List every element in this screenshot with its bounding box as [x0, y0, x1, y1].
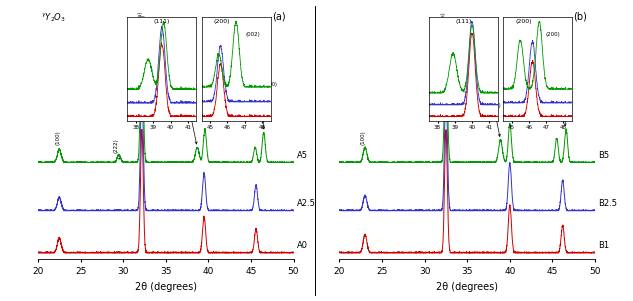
Text: (a): (a) — [272, 11, 286, 22]
Text: A5: A5 — [297, 150, 308, 160]
Text: (222): (222) — [114, 138, 119, 153]
Text: (111): (111) — [182, 108, 197, 144]
Text: (100): (100) — [361, 130, 366, 145]
Text: (200s): (200s) — [558, 82, 573, 126]
Text: $\star$: $\star$ — [116, 153, 122, 162]
Text: B2.5: B2.5 — [598, 199, 617, 208]
Text: (110): (110) — [141, 14, 146, 27]
Text: (200)
(002)/(200): (200) (002)/(200) — [250, 76, 278, 129]
Text: A0: A0 — [297, 241, 308, 250]
X-axis label: 2θ (degrees): 2θ (degrees) — [135, 282, 197, 292]
Text: (b): (b) — [573, 11, 587, 22]
X-axis label: 2θ (degrees): 2θ (degrees) — [436, 282, 498, 292]
Text: (100): (100) — [55, 130, 60, 145]
Text: B5: B5 — [598, 150, 610, 160]
Text: A2.5: A2.5 — [297, 199, 316, 208]
Text: (110s): (110s) — [441, 11, 446, 27]
Text: (101a): (101a) — [137, 11, 142, 27]
Text: B1: B1 — [598, 241, 610, 250]
Text: (111): (111) — [486, 103, 501, 136]
Text: $^{\gamma}$Y$_2$O$_3$: $^{\gamma}$Y$_2$O$_3$ — [41, 11, 66, 24]
